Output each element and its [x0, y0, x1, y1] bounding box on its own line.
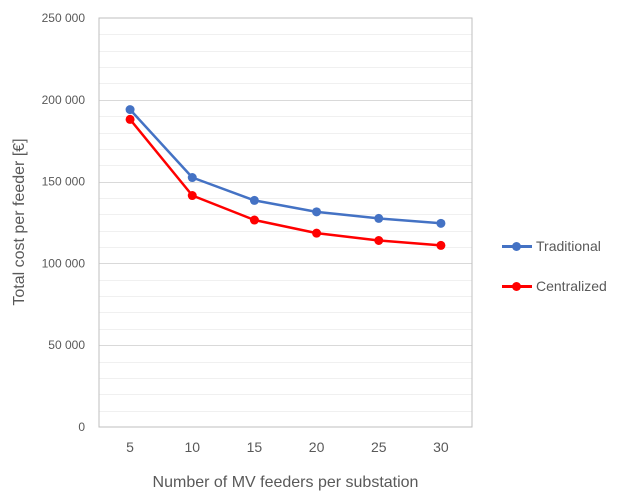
gridlines — [99, 34, 472, 412]
legend-item-centralized: Centralized — [500, 276, 615, 296]
data-point-traditional — [125, 105, 135, 115]
x-tick-label: 5 — [126, 439, 134, 455]
series — [125, 105, 446, 250]
legend-marker-traditional — [512, 242, 521, 251]
data-point-centralized — [249, 215, 259, 225]
series-line-centralized — [129, 118, 441, 247]
x-tick-label: 20 — [309, 439, 325, 455]
data-point-centralized — [312, 228, 322, 238]
y-axis-label: Total cost per feeder [€] — [11, 138, 28, 305]
y-tick-label: 50 000 — [48, 338, 85, 352]
legend-label-centralized: Centralized — [536, 278, 607, 294]
y-axis-ticks: 0 50 000 100 000 150 000 200 000 250 000 — [42, 11, 86, 434]
x-tick-label: 30 — [433, 439, 449, 455]
y-tick-label: 150 000 — [42, 175, 86, 189]
series-line-traditional — [129, 108, 441, 225]
plot-area — [98, 17, 473, 428]
data-point-traditional — [436, 218, 446, 228]
legend-item-traditional: Traditional — [500, 236, 615, 256]
legend-marker-centralized — [512, 282, 521, 291]
data-point-centralized — [125, 114, 135, 124]
legend-label-traditional: Traditional — [536, 238, 601, 254]
x-axis-label: Number of MV feeders per substation — [153, 474, 419, 491]
y-tick-label: 250 000 — [42, 11, 86, 25]
data-point-traditional — [312, 207, 322, 217]
data-point-centralized — [374, 235, 384, 245]
x-tick-label: 25 — [371, 439, 387, 455]
data-point-traditional — [249, 195, 259, 205]
legend-swatch-traditional — [500, 236, 536, 256]
y-tick-label: 0 — [78, 420, 85, 434]
data-point-traditional — [187, 173, 197, 183]
x-tick-label: 15 — [247, 439, 263, 455]
legend-swatch-centralized — [500, 276, 536, 296]
y-tick-label: 100 000 — [42, 256, 86, 270]
legend: Traditional Centralized — [500, 236, 615, 316]
data-point-centralized — [187, 191, 197, 201]
data-point-traditional — [374, 213, 384, 223]
data-point-centralized — [436, 240, 446, 250]
y-tick-label: 200 000 — [42, 93, 86, 107]
x-axis-ticks: 5 10 15 20 25 30 — [126, 439, 449, 455]
x-tick-label: 10 — [184, 439, 200, 455]
